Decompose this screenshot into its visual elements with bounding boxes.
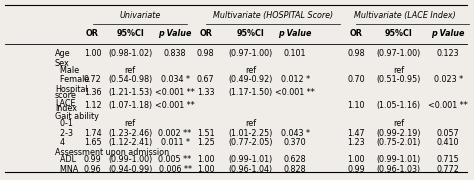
Text: (1.05-1.16): (1.05-1.16) [377, 101, 421, 110]
Text: 1.00: 1.00 [197, 165, 214, 174]
Text: ref: ref [245, 66, 256, 75]
Text: (0.96-1.04): (0.96-1.04) [228, 165, 273, 174]
Text: (1.17-1.50): (1.17-1.50) [228, 88, 273, 97]
Text: (0.51-0.95): (0.51-0.95) [376, 75, 421, 84]
Text: 0.011 *: 0.011 * [161, 138, 190, 147]
Text: (1.23-2.46): (1.23-2.46) [108, 129, 152, 138]
Text: Sex: Sex [55, 59, 70, 68]
Text: 0.99: 0.99 [84, 155, 101, 164]
Text: (1.12-2.41): (1.12-2.41) [108, 138, 152, 147]
Text: Univariate: Univariate [119, 10, 160, 19]
Text: 95%CI: 95%CI [116, 29, 144, 38]
Text: p Value: p Value [278, 29, 312, 38]
Text: 0.838: 0.838 [164, 49, 186, 58]
Text: <0.001 **: <0.001 ** [275, 88, 315, 97]
Text: p Value: p Value [431, 29, 465, 38]
Text: index: index [55, 104, 77, 113]
Text: Age: Age [55, 49, 71, 58]
Text: p Value: p Value [158, 29, 191, 38]
Text: score: score [55, 91, 77, 100]
Text: (1.07-1.18): (1.07-1.18) [108, 101, 152, 110]
Text: ADL: ADL [55, 155, 76, 164]
Text: 1.10: 1.10 [347, 101, 365, 110]
Text: 1.25: 1.25 [197, 138, 215, 147]
Text: 1.00: 1.00 [84, 49, 101, 58]
Text: 1.74: 1.74 [84, 129, 101, 138]
Text: (1.21-1.53): (1.21-1.53) [108, 88, 152, 97]
Text: 0.67: 0.67 [197, 75, 214, 84]
Text: <0.001 **: <0.001 ** [428, 101, 468, 110]
Text: OR: OR [86, 29, 99, 38]
Text: (0.97-1.00): (0.97-1.00) [228, 49, 273, 58]
Text: 0.057: 0.057 [437, 129, 460, 138]
Text: 0.715: 0.715 [437, 155, 460, 164]
Text: ref: ref [125, 119, 136, 128]
Text: 0-1: 0-1 [55, 119, 73, 128]
Text: (0.99-1.00): (0.99-1.00) [108, 155, 152, 164]
Text: OR: OR [199, 29, 212, 38]
Text: 0.628: 0.628 [284, 155, 307, 164]
Text: 0.005 **: 0.005 ** [158, 155, 191, 164]
Text: 0.370: 0.370 [284, 138, 307, 147]
Text: 0.123: 0.123 [437, 49, 460, 58]
Text: (0.49-0.92): (0.49-0.92) [228, 75, 273, 84]
Text: 0.96: 0.96 [84, 165, 101, 174]
Text: 0.023 *: 0.023 * [434, 75, 463, 84]
Text: 95%CI: 95%CI [237, 29, 264, 38]
Text: LACE: LACE [55, 99, 75, 108]
Text: (0.99-1.01): (0.99-1.01) [377, 155, 421, 164]
Text: 0.034 *: 0.034 * [161, 75, 190, 84]
Text: MNA: MNA [55, 165, 78, 174]
Text: 0.828: 0.828 [284, 165, 307, 174]
Text: 1.33: 1.33 [197, 88, 214, 97]
Text: (0.99-1.01): (0.99-1.01) [228, 155, 273, 164]
Text: (0.98-1.02): (0.98-1.02) [108, 49, 152, 58]
Text: (0.97-1.00): (0.97-1.00) [377, 49, 421, 58]
Text: (0.96-1.03): (0.96-1.03) [377, 165, 421, 174]
Text: OR: OR [350, 29, 363, 38]
Text: Female: Female [55, 75, 89, 84]
Text: (0.94-0.99): (0.94-0.99) [108, 165, 153, 174]
Text: 1.65: 1.65 [84, 138, 101, 147]
Text: 0.72: 0.72 [84, 75, 101, 84]
Text: 0.043 *: 0.043 * [281, 129, 310, 138]
Text: 2-3: 2-3 [55, 129, 73, 138]
Text: 0.99: 0.99 [347, 165, 365, 174]
Text: Multivariate (HOSPITAL Score): Multivariate (HOSPITAL Score) [213, 10, 333, 19]
Text: Assessment upon admission: Assessment upon admission [55, 148, 169, 157]
Text: 0.002 **: 0.002 ** [158, 129, 191, 138]
Text: 1.23: 1.23 [347, 138, 365, 147]
Text: <0.001 **: <0.001 ** [155, 101, 195, 110]
Text: ref: ref [393, 119, 404, 128]
Text: 0.012 *: 0.012 * [281, 75, 310, 84]
Text: (0.99-2.19): (0.99-2.19) [376, 129, 421, 138]
Text: ref: ref [125, 66, 136, 75]
Text: 0.410: 0.410 [437, 138, 459, 147]
Text: 1.00: 1.00 [347, 155, 365, 164]
Text: Male: Male [55, 66, 79, 75]
Text: Multivariate (LACE Index): Multivariate (LACE Index) [354, 10, 456, 19]
Text: 1.47: 1.47 [347, 129, 365, 138]
Text: ref: ref [393, 66, 404, 75]
Text: 0.98: 0.98 [197, 49, 214, 58]
Text: 0.772: 0.772 [437, 165, 460, 174]
Text: <0.001 **: <0.001 ** [155, 88, 195, 97]
Text: 1.00: 1.00 [197, 155, 214, 164]
Text: 95%CI: 95%CI [385, 29, 413, 38]
Text: 0.006 **: 0.006 ** [158, 165, 191, 174]
Text: 1.51: 1.51 [197, 129, 214, 138]
Text: 0.70: 0.70 [347, 75, 365, 84]
Text: Gait ability: Gait ability [55, 112, 99, 121]
Text: ref: ref [245, 119, 256, 128]
Text: (0.54-0.98): (0.54-0.98) [108, 75, 152, 84]
Text: 0.98: 0.98 [347, 49, 365, 58]
Text: 0.101: 0.101 [284, 49, 306, 58]
Text: (1.01-2.25): (1.01-2.25) [228, 129, 273, 138]
Text: (0.77-2.05): (0.77-2.05) [228, 138, 273, 147]
Text: Hospital: Hospital [55, 85, 88, 94]
Text: 4: 4 [55, 138, 65, 147]
Text: 1.12: 1.12 [84, 101, 101, 110]
Text: (0.75-2.01): (0.75-2.01) [376, 138, 421, 147]
Text: 1.36: 1.36 [84, 88, 101, 97]
